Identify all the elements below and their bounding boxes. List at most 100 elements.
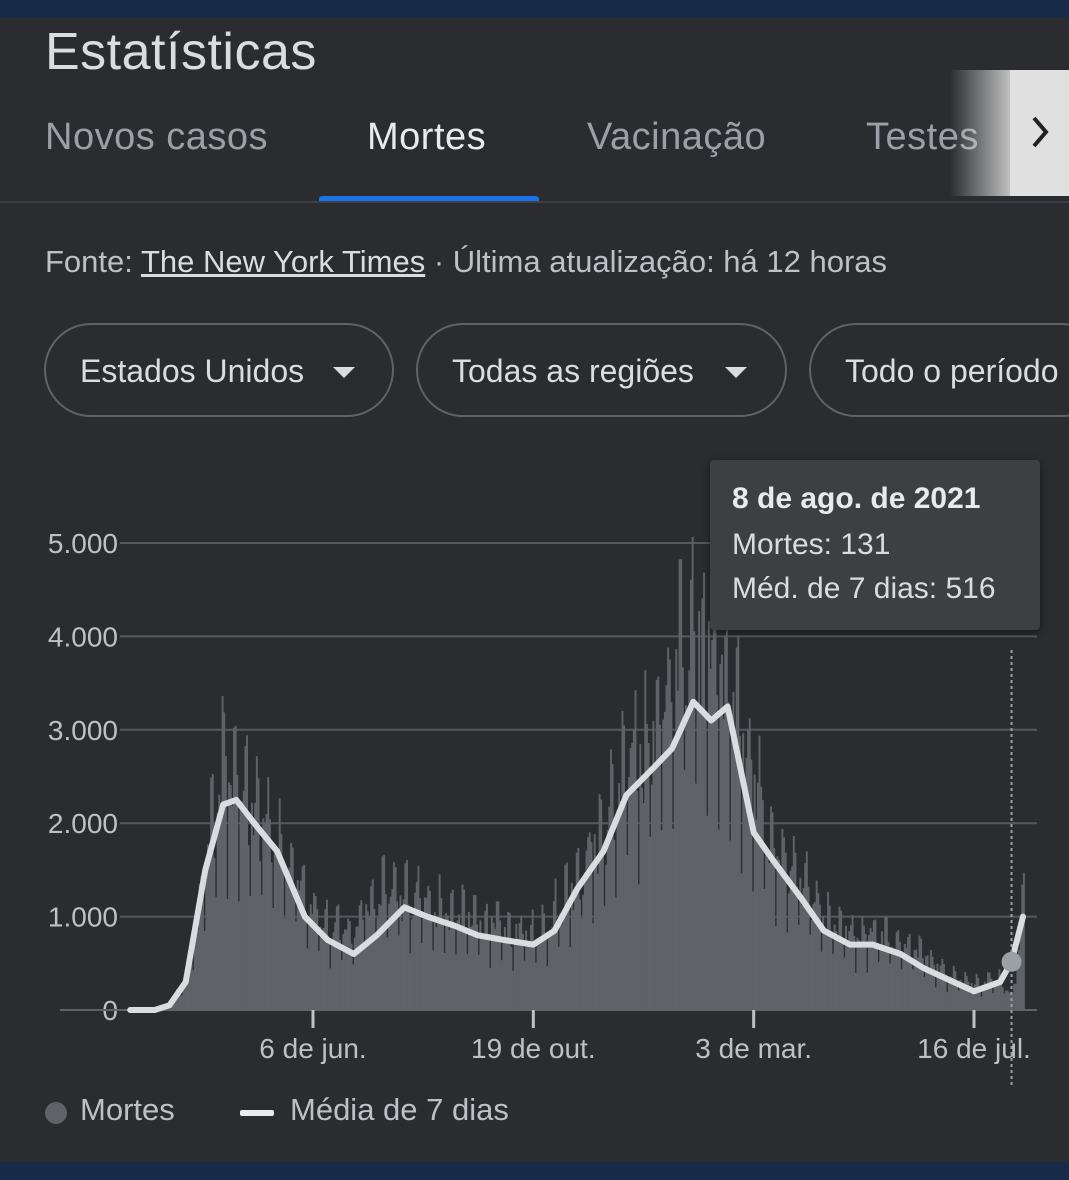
deaths-bar: [642, 803, 645, 1010]
deaths-bar: [982, 985, 985, 1010]
deaths-bar: [575, 852, 578, 1010]
deaths-bar: [557, 946, 560, 1010]
deaths-bar: [198, 883, 201, 1010]
period-filter-chip[interactable]: Todo o período: [809, 323, 1069, 417]
deaths-bar: [707, 621, 710, 1010]
deaths-bar: [332, 932, 335, 1010]
deaths-bar: [264, 822, 266, 1010]
deaths-bar: [755, 819, 758, 1010]
deaths-bar: [593, 834, 596, 1010]
deaths-bar: [484, 910, 487, 1010]
deaths-bar: [357, 926, 359, 1010]
deaths-bar: [561, 924, 564, 1010]
tab-bar: Novos casos Mortes Vacinação Testes: [0, 90, 1069, 202]
deaths-bar: [334, 922, 337, 1010]
deaths-bar: [523, 960, 526, 1010]
deaths-bar: [928, 970, 931, 1010]
deaths-bar: [464, 931, 467, 1010]
deaths-bar: [200, 876, 203, 1010]
deaths-bar: [848, 931, 851, 1010]
deaths-bar: [406, 860, 408, 1010]
deaths-bar: [654, 768, 657, 1010]
deaths-bar: [330, 940, 333, 1010]
deaths-bar: [415, 882, 418, 1010]
deaths-bar: [698, 610, 701, 1010]
deaths-bar: [544, 933, 547, 1010]
tab-mortes[interactable]: Mortes: [367, 116, 487, 158]
deaths-bar: [645, 723, 648, 1010]
deaths-bar: [678, 559, 681, 1010]
deaths-bar: [587, 837, 590, 1010]
deaths-bar: [476, 924, 479, 1010]
deaths-bars: [131, 537, 1025, 1010]
deaths-bar: [197, 929, 200, 1010]
deaths-bar: [863, 925, 865, 1010]
deaths-bar: [987, 972, 989, 1010]
deaths-bar: [595, 865, 598, 1010]
deaths-bar: [185, 984, 188, 1010]
deaths-bar: [817, 893, 820, 1010]
region-filter-chip[interactable]: Todas as regiões: [416, 323, 787, 417]
deaths-bar: [218, 794, 221, 1010]
deaths-bar: [693, 631, 696, 1010]
deaths-bar: [304, 913, 307, 1010]
tab-scroll-fade: [950, 70, 1020, 196]
deaths-bar: [864, 933, 867, 1010]
deaths-bar: [386, 937, 389, 1010]
deaths-bar: [760, 786, 763, 1010]
deaths-bar: [833, 924, 836, 1010]
deaths-bar: [211, 773, 214, 1010]
deaths-bar: [388, 903, 391, 1010]
y-tick-label: 2.000: [48, 808, 118, 839]
deaths-bar: [530, 924, 532, 1010]
deaths-bar: [1006, 990, 1009, 1010]
deaths-bar: [379, 905, 382, 1010]
deaths-bar: [667, 647, 670, 1010]
deaths-bar: [876, 942, 878, 1010]
deaths-bar: [314, 896, 317, 1010]
deaths-bar: [206, 844, 209, 1010]
deaths-bar: [895, 932, 898, 1010]
deaths-bar: [1003, 993, 1006, 1010]
deaths-bar: [365, 904, 368, 1010]
deaths-bar: [827, 891, 830, 1010]
deaths-bar: [995, 985, 998, 1010]
deaths-bar: [874, 919, 877, 1010]
deaths-bar: [925, 956, 927, 1010]
deaths-bar: [487, 933, 490, 1010]
tab-vacinacao[interactable]: Vacinação: [587, 116, 767, 158]
deaths-bar: [375, 933, 377, 1010]
deaths-bar: [564, 864, 567, 1010]
deaths-bar: [812, 903, 815, 1010]
tab-novos-casos[interactable]: Novos casos: [45, 116, 269, 158]
deaths-bar: [228, 782, 231, 1010]
deaths-bar: [396, 901, 399, 1010]
deaths-bar: [783, 837, 785, 1010]
deaths-bar: [299, 880, 302, 1010]
deaths-bar: [195, 925, 198, 1010]
deaths-bar: [490, 917, 493, 1010]
deaths-bar: [188, 950, 191, 1010]
deaths-bar: [203, 930, 206, 1010]
tab-scroll-next-button[interactable]: [1010, 70, 1069, 196]
deaths-bar: [712, 551, 715, 1010]
country-filter-chip[interactable]: Estados Unidos: [44, 323, 394, 417]
deaths-bar: [177, 988, 180, 1010]
deaths-bar: [456, 920, 459, 1010]
source-link[interactable]: The New York Times: [140, 244, 426, 279]
x-axis: 6 de jun. 19 de out. 3 de mar. 16 de jul.: [259, 1010, 1031, 1064]
deaths-bar: [765, 846, 768, 1010]
deaths-bar: [722, 719, 725, 1010]
deaths-bar: [257, 778, 260, 1010]
deaths-bar: [219, 813, 222, 1010]
chevron-right-icon: [1032, 116, 1049, 148]
deaths-bar: [370, 886, 373, 1010]
deaths-bar: [690, 579, 692, 1010]
deaths-bar: [548, 933, 550, 1010]
deaths-bar: [753, 774, 756, 1010]
deaths-bar: [247, 845, 250, 1010]
deaths-bar: [378, 904, 381, 1010]
deaths-bar: [665, 685, 668, 1010]
deaths-bar: [383, 854, 386, 1010]
